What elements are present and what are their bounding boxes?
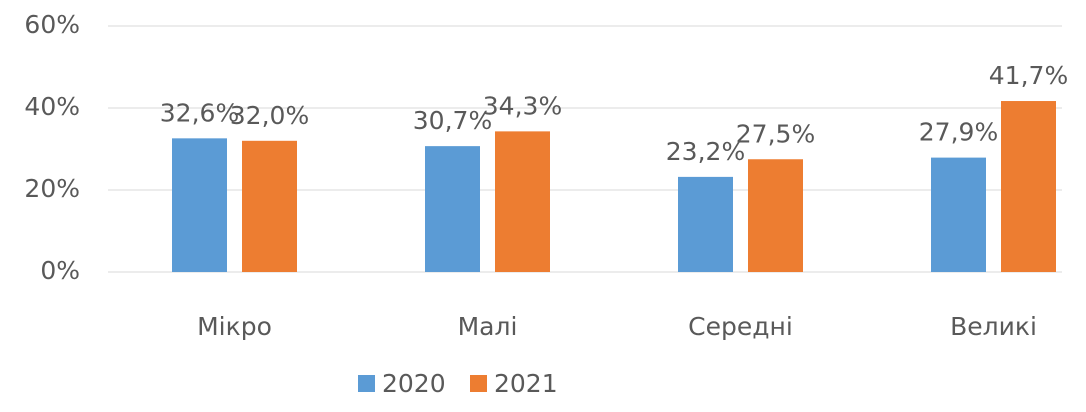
- bar: [242, 140, 297, 272]
- x-tick-label: Мікро: [197, 312, 272, 341]
- bar: [495, 131, 550, 272]
- value-label: 23,2%: [666, 137, 745, 166]
- value-label: 34,3%: [483, 91, 562, 120]
- x-tick-label: Великі: [950, 312, 1037, 341]
- value-label: 27,9%: [919, 118, 998, 147]
- x-tick-label: Малі: [458, 312, 518, 341]
- bar: [678, 176, 733, 272]
- value-label: 32,6%: [160, 98, 239, 127]
- y-tick-label: 60%: [24, 10, 80, 39]
- bar: [1001, 101, 1056, 272]
- legend-swatch: [358, 375, 375, 392]
- y-tick-label: 40%: [24, 92, 80, 121]
- value-label: 32,0%: [230, 101, 309, 130]
- value-label: 27,5%: [736, 119, 815, 148]
- legend-label: 2021: [494, 369, 558, 398]
- y-tick-label: 0%: [40, 256, 80, 285]
- legend-label: 2020: [382, 369, 446, 398]
- value-label: 41,7%: [989, 61, 1068, 90]
- bar: [748, 159, 803, 272]
- bar: [425, 146, 480, 272]
- value-label: 30,7%: [413, 106, 492, 135]
- bar: [931, 157, 986, 272]
- legend-swatch: [470, 375, 487, 392]
- y-tick-label: 20%: [24, 174, 80, 203]
- x-tick-label: Середні: [688, 312, 793, 341]
- bar: [172, 138, 227, 272]
